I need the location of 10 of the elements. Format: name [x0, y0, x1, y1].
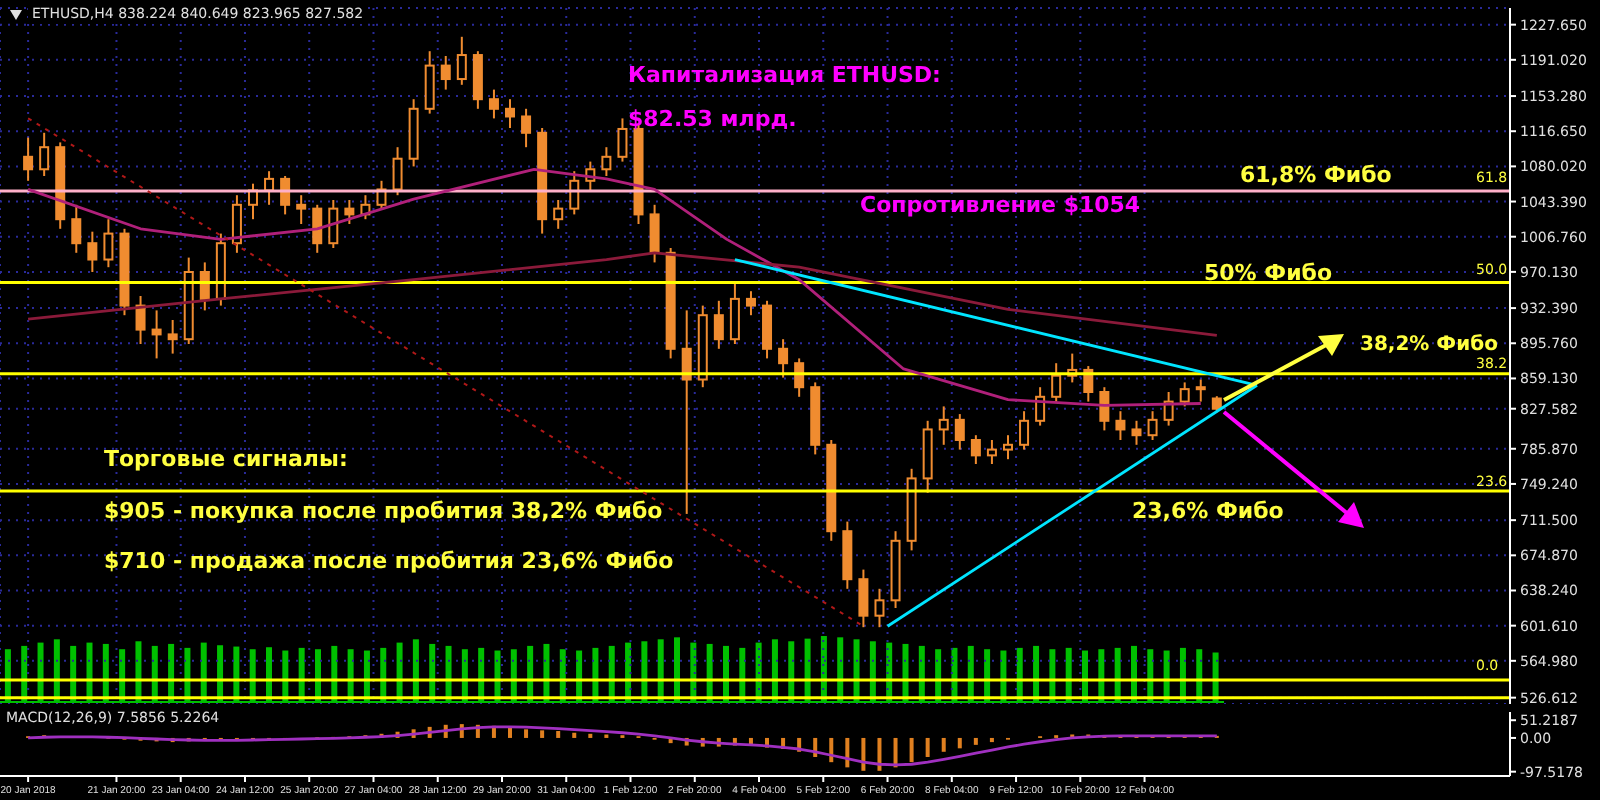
annotation: Капитализация ETHUSD:	[628, 62, 941, 88]
annotation: $905 - покупка после пробития 38,2% Фибо	[104, 498, 663, 524]
annotation: Торговые сигналы:	[104, 446, 348, 472]
annotation: 23,6% Фибо	[1132, 498, 1284, 524]
annotation: 50% Фибо	[1204, 260, 1333, 286]
annotation: Сопротивление $1054	[860, 192, 1141, 218]
annotation: 61,8% Фибо	[1240, 162, 1392, 188]
annotation: $710 - продажа после пробития 23,6% Фибо	[104, 548, 674, 574]
annotation: 38,2% Фибо	[1360, 334, 1498, 356]
annotation: $82.53 млрд.	[628, 106, 797, 132]
